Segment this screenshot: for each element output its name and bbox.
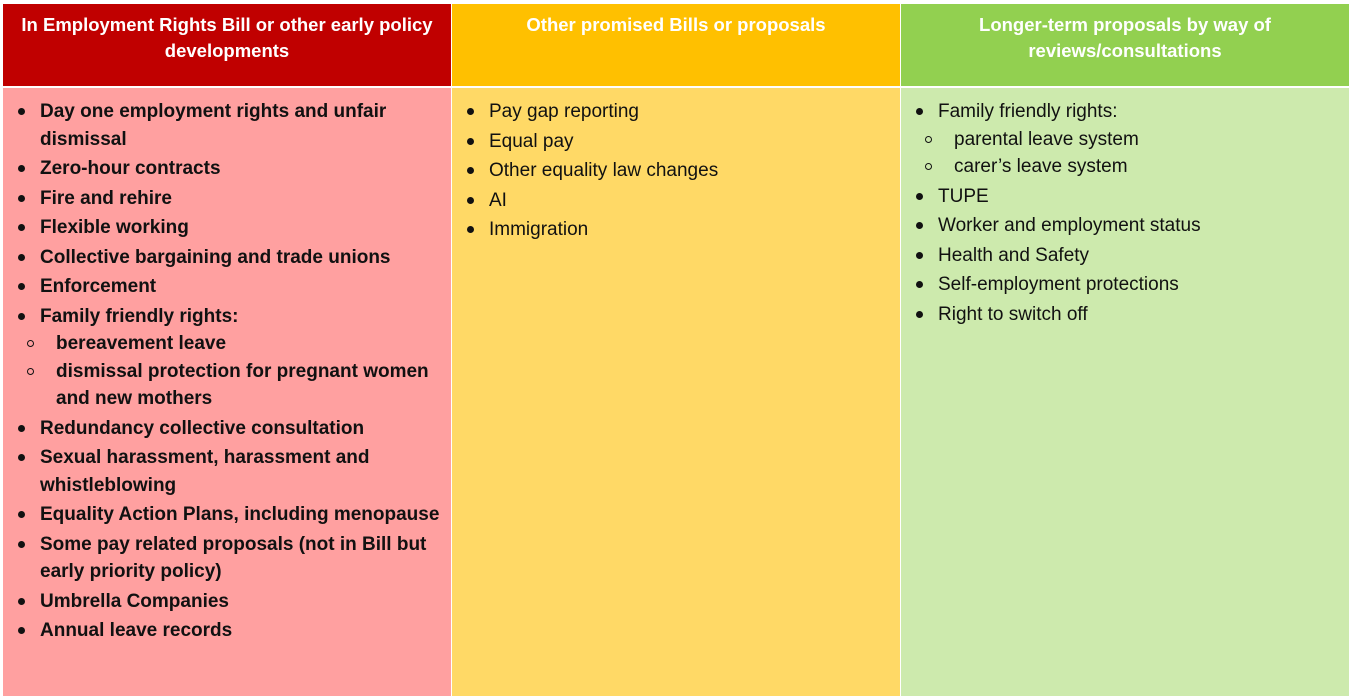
sub-list-item: bereavement leave xyxy=(15,330,441,358)
bullet-icon xyxy=(18,253,25,261)
circle-bullet-icon xyxy=(925,163,932,170)
bullet-icon xyxy=(18,194,25,202)
policy-table: In Employment Rights Bill or other early… xyxy=(3,4,1349,696)
list-item-text: Health and Safety xyxy=(938,244,1090,266)
list-item: Other equality law changes xyxy=(464,157,890,185)
column-header-text: Longer-term proposals by way of reviews/… xyxy=(979,14,1271,61)
bullet-icon xyxy=(18,312,25,320)
list-item-text: Pay gap reporting xyxy=(489,101,639,122)
bullet-icon xyxy=(18,627,25,634)
column-body-longer-term: Family friendly rights: parental leave s… xyxy=(901,88,1349,696)
bullet-icon xyxy=(18,597,25,605)
item-list: Family friendly rights: parental leave s… xyxy=(913,98,1339,328)
list-item-text: Zero-hour contracts xyxy=(40,158,221,179)
bullet-icon xyxy=(18,454,25,461)
list-item: TUPE xyxy=(913,183,1339,211)
bullet-icon xyxy=(18,424,25,432)
list-item: Redundancy collective consultation xyxy=(15,415,441,443)
column-header-longer-term: Longer-term proposals by way of reviews/… xyxy=(901,4,1349,88)
list-item-text: TUPE xyxy=(938,185,989,207)
bullet-icon xyxy=(18,108,25,115)
bullet-icon xyxy=(18,283,25,290)
list-item: AI xyxy=(464,187,890,215)
list-item: Flexible working xyxy=(15,214,441,242)
list-item-text: Umbrella Companies xyxy=(40,590,229,612)
sub-list-item: parental leave system xyxy=(913,126,1339,154)
bullet-icon xyxy=(467,167,474,174)
bullet-icon xyxy=(467,226,474,233)
bullet-icon xyxy=(18,540,25,548)
column-header-text: In Employment Rights Bill or other early… xyxy=(21,14,433,61)
column-header-text: Other promised Bills or proposals xyxy=(526,14,826,35)
item-list: Pay gap reporting Equal pay Other equali… xyxy=(464,98,890,244)
list-item-text: Some pay related proposals (not in Bill … xyxy=(40,533,427,583)
sub-list-item: dismissal protection for pregnant women … xyxy=(15,358,441,413)
bullet-icon xyxy=(916,222,923,229)
column-body-other-bills: Pay gap reporting Equal pay Other equali… xyxy=(452,88,900,696)
list-item-text: Immigration xyxy=(489,219,589,240)
list-item-text: Redundancy collective consultation xyxy=(40,417,365,439)
list-item: Day one employment rights and unfair dis… xyxy=(15,98,441,153)
list-item: Zero-hour contracts xyxy=(15,155,441,183)
list-item-text: Right to switch off xyxy=(938,303,1088,325)
bullet-icon xyxy=(916,281,923,288)
list-item: Some pay related proposals (not in Bill … xyxy=(15,531,441,586)
list-item: Right to switch off xyxy=(913,301,1339,329)
list-item-text: Annual leave records xyxy=(40,620,233,641)
sub-list-item-text: carer’s leave system xyxy=(954,156,1128,177)
sub-item-list: bereavement leave dismissal protection f… xyxy=(15,330,441,413)
sub-list-item-text: parental leave system xyxy=(954,128,1139,150)
list-item-text: Other equality law changes xyxy=(489,160,719,181)
list-item: Family friendly rights: bereavement leav… xyxy=(15,303,441,413)
list-item: Equality Action Plans, including menopau… xyxy=(15,501,441,529)
circle-bullet-icon xyxy=(925,135,932,143)
list-item: Annual leave records xyxy=(15,617,441,645)
list-item-text: Equality Action Plans, including menopau… xyxy=(40,504,440,525)
column-header-employment-rights-bill: In Employment Rights Bill or other early… xyxy=(3,4,451,88)
bullet-icon xyxy=(467,108,474,115)
list-item-text: Family friendly rights: xyxy=(40,305,239,327)
list-item: Health and Safety xyxy=(913,242,1339,270)
column-header-other-bills: Other promised Bills or proposals xyxy=(452,4,900,88)
sub-item-list: parental leave system carer’s leave syst… xyxy=(913,126,1339,181)
list-item: Family friendly rights: parental leave s… xyxy=(913,98,1339,181)
circle-bullet-icon xyxy=(27,367,34,375)
sub-list-item-text: bereavement leave xyxy=(56,333,227,354)
circle-bullet-icon xyxy=(27,340,34,347)
list-item-text: Sexual harassment, harassment and whistl… xyxy=(40,447,370,496)
bullet-icon xyxy=(916,108,923,115)
list-item: Immigration xyxy=(464,216,890,244)
list-item: Pay gap reporting xyxy=(464,98,890,126)
list-item-text: Enforcement xyxy=(40,276,157,297)
bullet-icon xyxy=(467,137,474,145)
list-item-text: Worker and employment status xyxy=(938,215,1201,236)
list-item-text: Family friendly rights: xyxy=(938,101,1118,122)
list-item: Equal pay xyxy=(464,128,890,156)
list-item: Collective bargaining and trade unions xyxy=(15,244,441,272)
bullet-icon xyxy=(916,192,923,200)
list-item-text: Equal pay xyxy=(489,130,574,152)
list-item: Self-employment protections xyxy=(913,271,1339,299)
column-body-employment-rights-bill: Day one employment rights and unfair dis… xyxy=(3,88,451,696)
bullet-icon xyxy=(18,165,25,172)
list-item: Umbrella Companies xyxy=(15,588,441,616)
list-item-text: AI xyxy=(489,189,507,211)
bullet-icon xyxy=(467,196,474,204)
list-item: Sexual harassment, harassment and whistl… xyxy=(15,444,441,499)
list-item: Worker and employment status xyxy=(913,212,1339,240)
list-item: Fire and rehire xyxy=(15,185,441,213)
bullet-icon xyxy=(916,251,923,259)
list-item-text: Flexible working xyxy=(40,217,189,238)
sub-list-item-text: dismissal protection for pregnant women … xyxy=(56,360,429,410)
item-list: Day one employment rights and unfair dis… xyxy=(15,98,441,645)
bullet-icon xyxy=(18,511,25,518)
list-item-text: Fire and rehire xyxy=(40,187,172,209)
list-item: Enforcement xyxy=(15,273,441,301)
list-item-text: Self-employment protections xyxy=(938,274,1179,295)
sub-list-item: carer’s leave system xyxy=(913,153,1339,181)
bullet-icon xyxy=(18,224,25,231)
bullet-icon xyxy=(916,310,923,318)
list-item-text: Day one employment rights and unfair dis… xyxy=(40,101,387,150)
list-item-text: Collective bargaining and trade unions xyxy=(40,246,391,268)
